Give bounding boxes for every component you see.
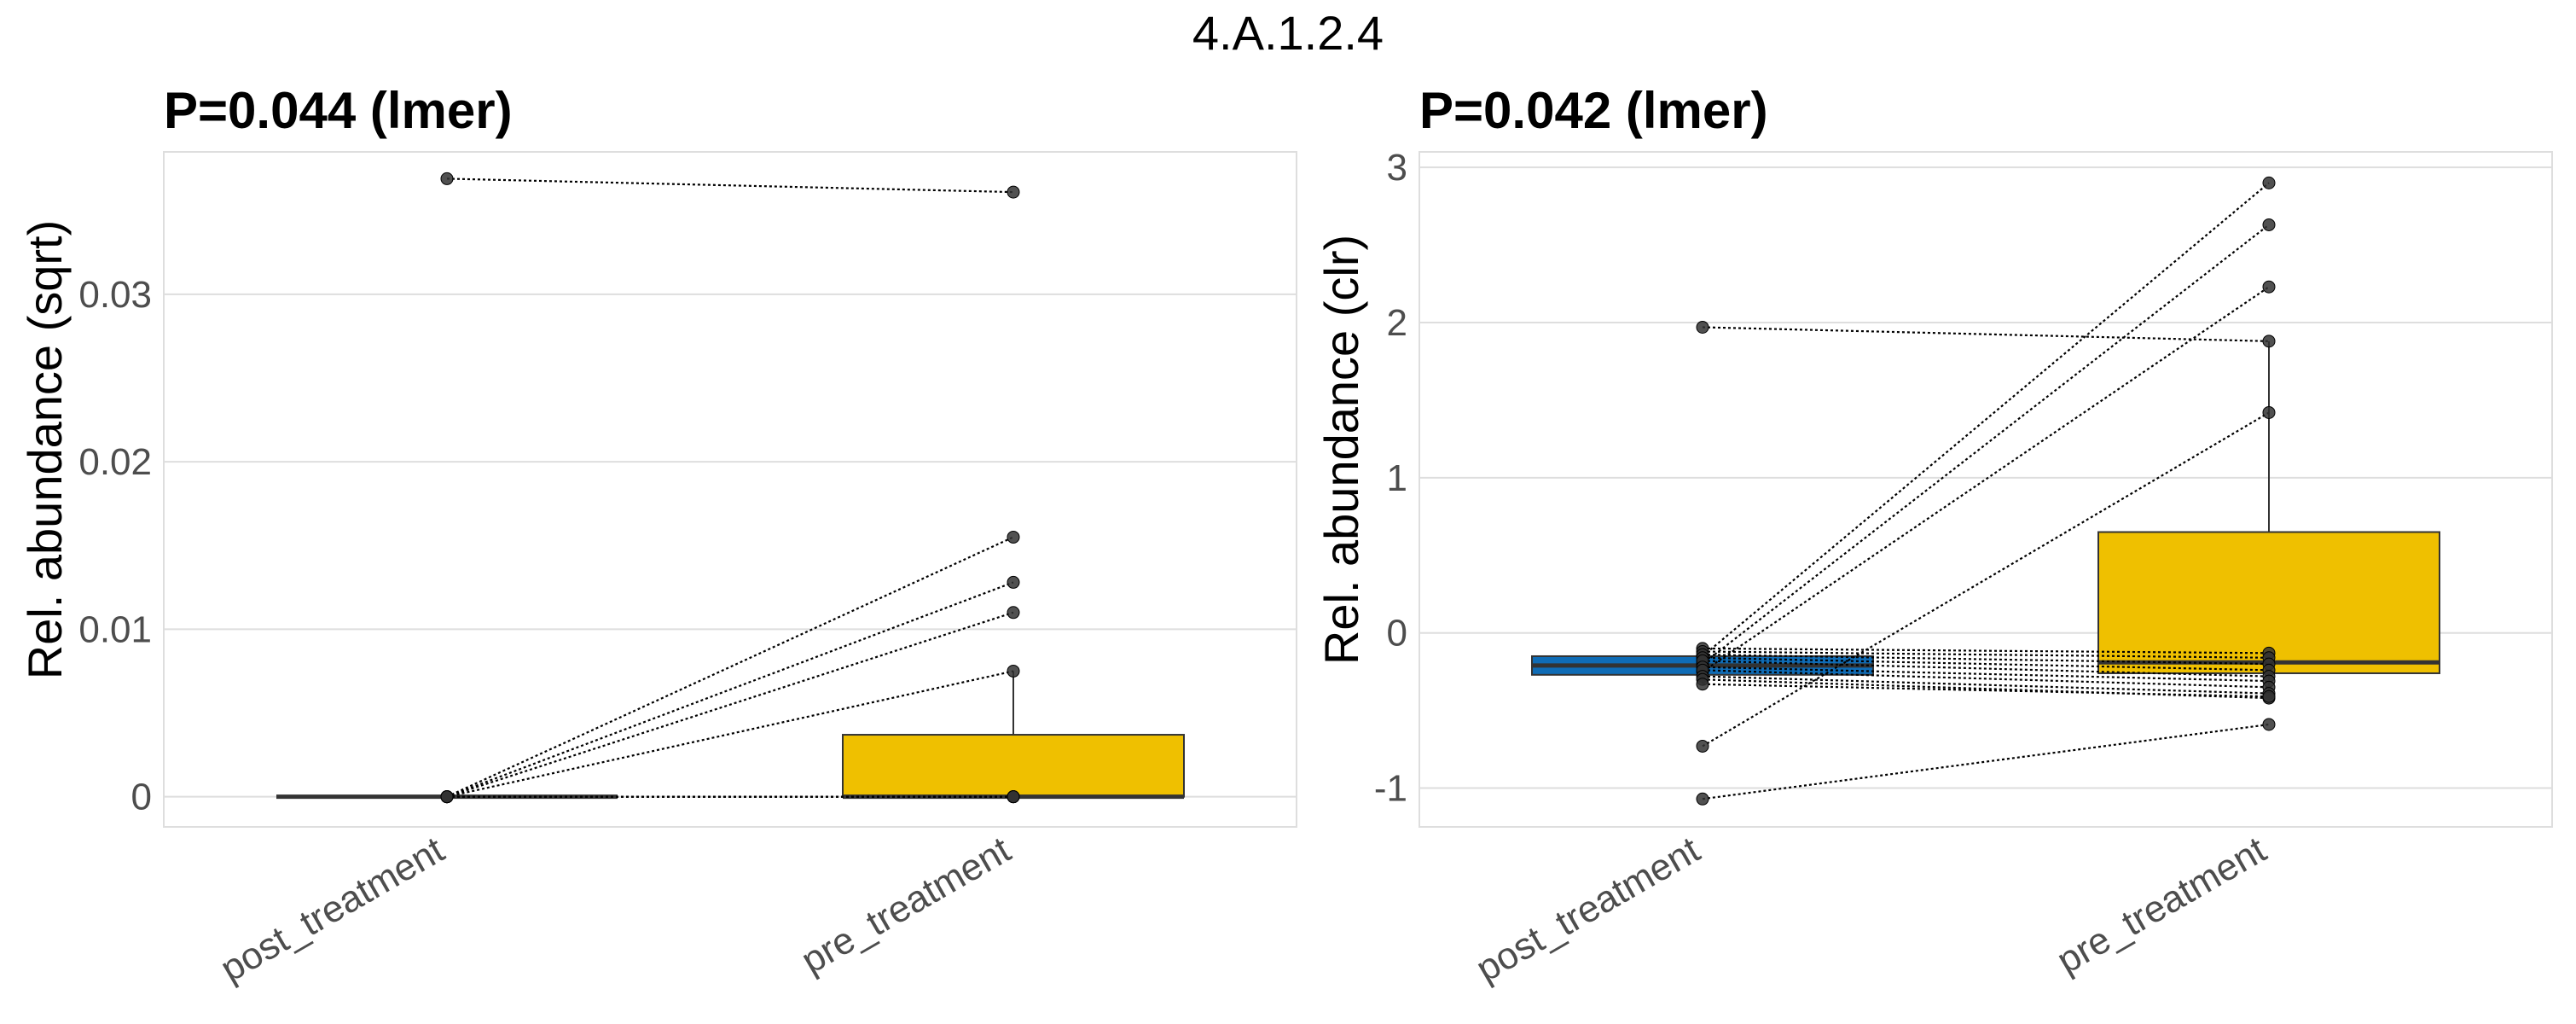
pair-line [1702,723,2270,800]
point-post-treatment [1696,739,1709,753]
point-pre-treatment [2262,405,2276,419]
x-tick-labels: post_treatment pre_treatment [1469,829,2273,990]
point-pre-treatment [1007,664,1020,678]
pair-line [1702,656,2270,672]
data-points [1696,176,2276,806]
y-tick-label: 0 [1387,613,1407,655]
y-tick-label: 0.01 [78,608,152,650]
y-tick-label: 2 [1387,302,1407,344]
point-pre-treatment [1007,606,1020,620]
y-tick-labels: -1 0 1 2 3 [1374,147,1407,809]
pair-line [446,536,1014,798]
point-pre-treatment [2262,689,2276,703]
panel-title: P=0.044 (lmer) [164,82,513,139]
pair-line [1702,654,2270,666]
x-tick-label: pre_treatment [2050,829,2273,981]
plot-panel [1419,151,2553,828]
pair-line [1702,411,2270,748]
y-axis-label: Rel. abundance (clr) [1314,235,1368,665]
figure-suptitle: 4.A.1.2.4 [1192,6,1384,60]
point-post-treatment [1696,792,1709,806]
pair-line [1702,647,2270,655]
y-tick-label: 0 [131,777,152,818]
point-pre-treatment [1007,530,1020,544]
point-pre-treatment [1007,790,1020,804]
pair-lines [1702,182,2270,800]
point-pre-treatment [2262,218,2276,231]
pair-line [446,670,1014,798]
y-tick-label: 0.02 [78,441,152,483]
y-tick-labels: 0 0.01 0.02 0.03 [78,274,152,818]
pair-line [1702,683,2270,698]
x-tick-label: post_treatment [213,829,451,990]
y-tick-label: 3 [1387,147,1407,189]
pair-line [1702,286,2270,673]
data-points [440,172,1020,804]
point-pre-treatment [2262,280,2276,294]
pair-line [1702,669,2270,689]
point-post-treatment [440,790,454,804]
x-tick-label: post_treatment [1469,829,1707,990]
pair-line [1702,224,2270,665]
panel-title: P=0.042 (lmer) [1419,82,1768,139]
pair-line [1702,675,2270,695]
box-pre_treatment [842,734,1185,798]
point-post-treatment [440,172,454,185]
y-tick-label: 0.03 [78,274,152,316]
point-pre-treatment [1007,575,1020,589]
pair-line [1702,326,2270,342]
x-tick-label: pre_treatment [794,829,1018,981]
panel-sqrt: P=0.044 (lmer) Rel. abundance (sqrt) 0 0.… [18,82,1297,990]
panel-clr: P=0.042 (lmer) Rel. abundance (clr) -1 0 1… [1314,82,2553,990]
pair-line [1702,650,2270,659]
pair-line [1702,182,2270,657]
point-pre-treatment [1007,185,1020,199]
pair-line [446,177,1014,194]
y-tick-label: -1 [1374,768,1407,810]
x-tick-labels: post_treatment pre_treatment [213,829,1018,990]
pair-line [446,581,1014,798]
point-post-treatment [1696,320,1709,334]
pair-line [1702,660,2270,678]
pair-line [446,611,1014,798]
y-tick-label: 1 [1387,457,1407,499]
y-axis-label: Rel. abundance (sqrt) [18,220,72,680]
pair-line [1702,666,2270,683]
point-pre-treatment [2262,176,2276,189]
plot-panel [163,151,1297,828]
point-post-treatment [1696,678,1709,691]
point-pre-treatment [2262,335,2276,348]
point-pre-treatment [2262,718,2276,731]
pair-lines [446,177,1014,798]
